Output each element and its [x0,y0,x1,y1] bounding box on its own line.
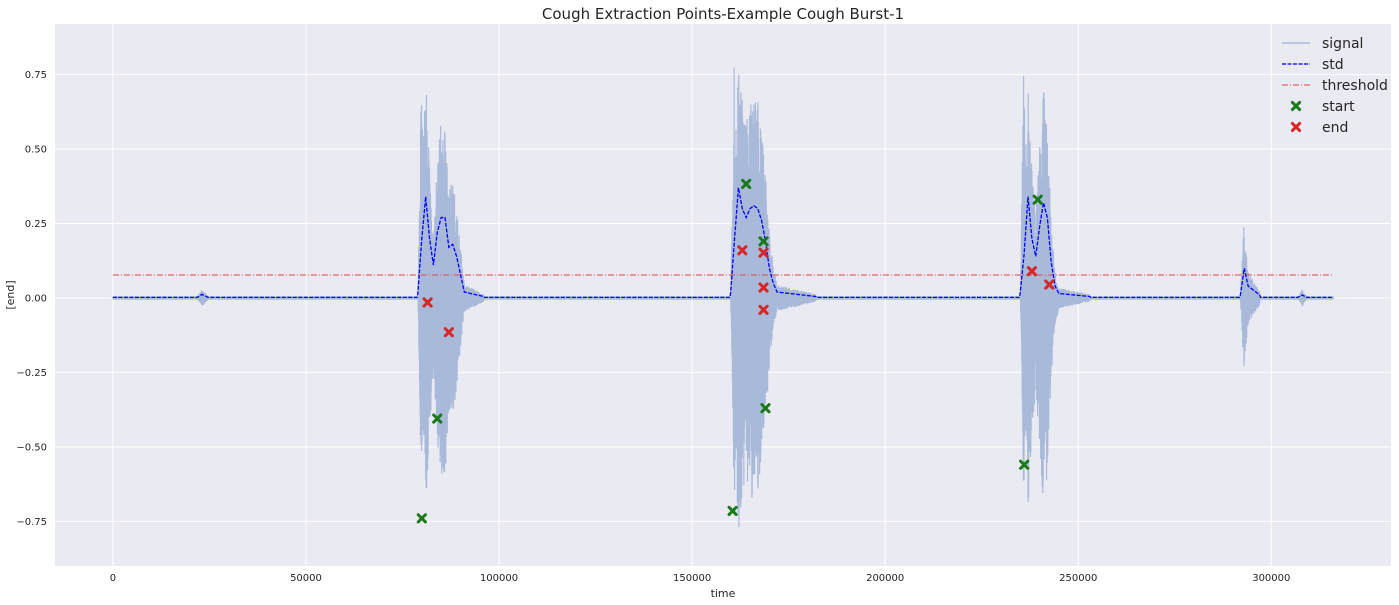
y-tick-label: 0.50 [25,145,47,156]
start-point [416,513,427,524]
y-axis-ticks: −0.75 −0.50 −0.25 0.00 0.25 0.50 0.75 [16,70,47,528]
start-point [758,236,769,247]
legend-entry-std: std [1282,57,1344,73]
y-tick-label: 0.75 [25,70,47,81]
legend-label-start: start [1322,99,1355,115]
y-tick-label: 0.25 [25,219,47,230]
legend-marker-start [1290,100,1302,112]
legend-label-end: end [1322,120,1348,136]
start-point [727,505,738,517]
end-point [443,327,454,338]
y-tick-label: 0.00 [25,293,47,304]
y-tick-label: −0.50 [16,442,47,453]
start-point [1032,194,1043,205]
x-tick-label: 200000 [866,573,904,584]
legend-marker-end [1290,121,1302,133]
legend-label-signal: signal [1322,36,1363,52]
plot-content [112,67,1334,528]
x-tick-label: 150000 [673,573,711,584]
start-point [760,403,771,414]
legend-label-std: std [1322,57,1344,73]
start-point [1019,459,1030,470]
plot-area [55,24,1391,566]
x-tick-label: 100000 [480,573,518,584]
std-series [112,187,1334,299]
start-point [432,413,443,424]
end-point [737,245,748,256]
legend-entry-signal: signal [1282,36,1363,52]
x-tick-label: 250000 [1059,573,1097,584]
y-tick-label: −0.25 [16,368,47,379]
x-axis-ticks: 0 50000 100000 150000 200000 250000 300000 [110,573,1291,584]
end-point [758,282,769,293]
end-point [1044,279,1055,290]
marker-series [416,178,1055,524]
end-point [758,304,769,315]
start-point [741,178,752,190]
end-point [422,297,433,308]
legend-entry-threshold: threshold [1282,78,1388,94]
x-tick-label: 0 [110,573,116,584]
x-tick-label: 50000 [290,573,322,584]
y-axis-label: [end] [4,280,17,309]
legend: signal std threshold start end [1282,36,1388,136]
legend-label-threshold: threshold [1322,78,1388,94]
chart-title: Cough Extraction Points-Example Cough Bu… [542,5,904,23]
legend-entry-end: end [1290,120,1348,136]
std-line [112,187,1334,299]
end-point [1026,266,1038,277]
x-axis-label: time [711,587,736,600]
end-point [758,247,769,258]
y-tick-label: −0.75 [16,517,47,528]
x-tick-label: 300000 [1252,573,1290,584]
legend-entry-start: start [1290,99,1355,115]
